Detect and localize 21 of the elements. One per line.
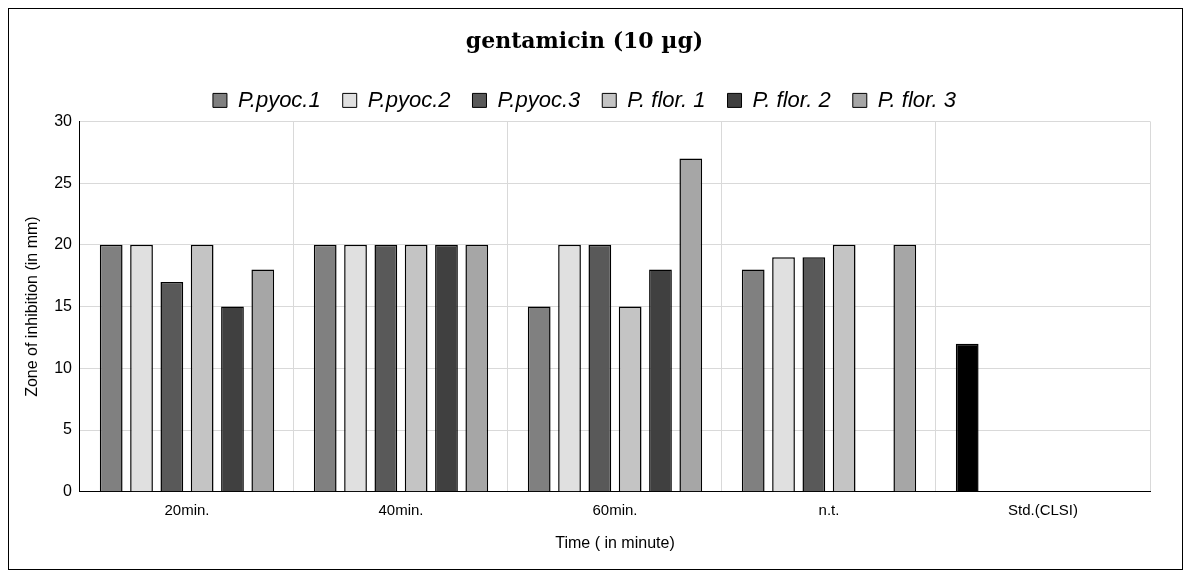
y-tick-label: 25	[54, 173, 73, 191]
legend-label: P.pyoc.3	[497, 86, 582, 112]
y-tick-label: 10	[54, 358, 73, 376]
x-tick-label: 60min.	[592, 500, 638, 518]
legend-label: P. flor. 2	[752, 86, 831, 112]
y-tick-label: 5	[63, 420, 73, 438]
y-tick-label: 30	[54, 111, 73, 129]
x-tick-label: Std.(CLSI)	[1007, 500, 1079, 518]
x-tick-label: 40min.	[378, 500, 424, 518]
y-axis-title: Zone of inhibition (in mm)	[23, 216, 41, 397]
y-tick-label: 0	[63, 482, 73, 500]
legend-label: P.pyoc.1	[237, 86, 321, 112]
y-tick-label: 20	[54, 235, 73, 253]
x-tick-label: n.t.	[818, 500, 840, 518]
legend-label: P. flor. 1	[627, 86, 706, 112]
x-axis-title: Time ( in minute)	[555, 533, 675, 551]
y-tick-label: 15	[54, 297, 73, 315]
legend-label: P. flor. 3	[877, 86, 957, 112]
chart-title: gentamicin (10 µg)	[465, 26, 704, 53]
legend-label: P.pyoc.2	[367, 86, 451, 112]
x-tick-label: 20min.	[164, 500, 210, 518]
